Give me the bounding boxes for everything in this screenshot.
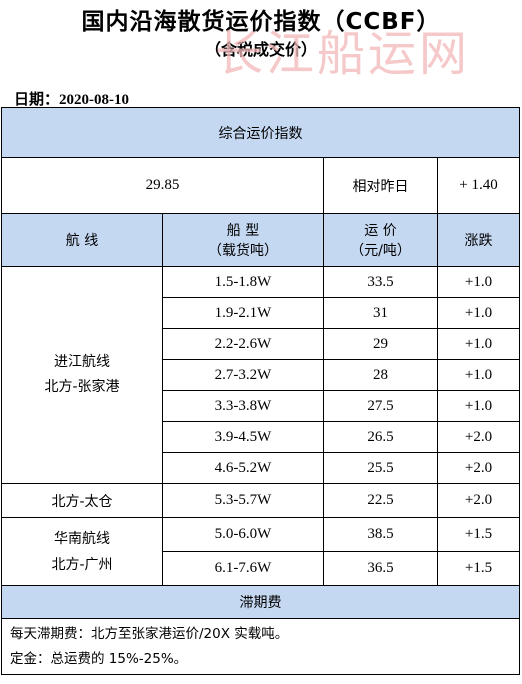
change-cell: +2.0: [437, 483, 520, 518]
table-row: 3.3-3.8W 27.5 +1.0: [2, 390, 520, 422]
composite-change: + 1.40: [437, 157, 520, 214]
freight-cell: 26.5: [323, 421, 438, 453]
ship-type-cell: 1.9-2.1W: [162, 297, 324, 329]
ship-type-cell: 2.2-2.6W: [162, 328, 324, 360]
route-cell: 华南航线 北方-广州: [1, 517, 163, 586]
composite-header-row: 综合运价指数: [1, 107, 520, 158]
table-row: 华南航线 北方-广州 5.0-6.0W 38.5 +1.5: [1, 517, 520, 586]
table-row: 2.7-3.2W 28 +1.0: [2, 359, 520, 391]
change-cell: +1.5: [437, 517, 520, 552]
table-row: 进江航线 北方-张家港 1.5-1.8W 33.5 +1.0: [1, 266, 520, 484]
route-detail: 北方-张家港: [44, 379, 120, 395]
demurrage-note-1: 每天滞期费：北方至张家港运价/20X 实载吨。: [10, 625, 289, 642]
route-cell: 进江航线 北方-张家港: [1, 266, 163, 484]
demurrage-notes: 每天滞期费：北方至张家港运价/20X 实载吨。 定金：总运费的 15%-25%。: [1, 618, 520, 675]
freight-cell: 22.5: [323, 483, 438, 518]
compare-label: 相对昨日: [323, 157, 438, 214]
ship-type-cell: 4.6-5.2W: [162, 452, 324, 484]
composite-value-row: 29.85 相对昨日 + 1.40: [1, 157, 520, 214]
freight-cell: 29: [323, 328, 438, 360]
demurrage-header-row: 滞期费: [1, 585, 520, 619]
freight-cell: 31: [323, 297, 438, 329]
table-row: 2.2-2.6W 29 +1.0: [2, 328, 520, 360]
col-ship-type: 船 型 （载货吨）: [162, 213, 324, 267]
freight-cell: 25.5: [323, 452, 438, 484]
ship-type-cell: 1.5-1.8W: [162, 266, 324, 298]
ship-type-cell: 2.7-3.2W: [162, 359, 324, 391]
ship-type-cell: 5.3-5.7W: [162, 483, 324, 518]
freight-cell: 28: [323, 359, 438, 391]
freight-cell: 33.5: [323, 266, 438, 298]
route-name: 华南航线: [54, 530, 110, 547]
ship-type-cell: 6.1-7.6W: [162, 551, 324, 586]
deposit-note: 定金：总运费的 15%-25%。: [10, 650, 188, 667]
composite-index-value: 29.85: [1, 157, 324, 214]
freight-index-table: 综合运价指数 29.85 相对昨日 + 1.40 航 线 船 型 （载货吨） 运…: [1, 107, 520, 675]
change-cell: +1.0: [437, 390, 520, 422]
col-freight: 运 价 （元/吨）: [323, 213, 438, 267]
col-change: 涨跌: [437, 213, 520, 267]
col-freight-line1: 运 价: [364, 223, 397, 239]
demurrage-notes-row: 每天滞期费：北方至张家港运价/20X 实载吨。 定金：总运费的 15%-25%。: [1, 618, 520, 675]
change-cell: +1.0: [437, 328, 520, 360]
change-cell: +2.0: [437, 421, 520, 453]
page-title: 国内沿海散货运价指数（CCBF）: [81, 9, 441, 35]
change-cell: +1.0: [437, 266, 520, 298]
ship-type-cell: 3.3-3.8W: [162, 390, 324, 422]
route-name: 进江航线: [54, 354, 110, 370]
change-cell: +1.5: [437, 551, 520, 586]
ship-type-cell: 5.0-6.0W: [162, 517, 324, 552]
table-row: 北方-太仓 5.3-5.7W 22.5 +2.0: [1, 483, 520, 518]
composite-title: 综合运价指数: [1, 107, 520, 158]
date-label: 日期：: [14, 92, 60, 108]
route-cell: 北方-太仓: [1, 483, 163, 518]
freight-cell: 27.5: [323, 390, 438, 422]
change-cell: +1.0: [437, 359, 520, 391]
page-subtitle: （含税成交价）: [204, 40, 317, 59]
freight-cell: 36.5: [323, 551, 438, 586]
date-value: 2020-08-10: [59, 92, 130, 108]
freight-cell: 38.5: [323, 517, 438, 552]
col-ship-type-line1: 船 型: [226, 223, 260, 239]
route-detail: 北方-广州: [51, 556, 113, 573]
ship-type-cell: 3.9-4.5W: [162, 421, 324, 453]
date-line: 日期：2020-08-10: [14, 88, 129, 109]
col-freight-line2: （元/吨）: [350, 243, 411, 259]
demurrage-title: 滞期费: [1, 585, 520, 619]
change-cell: +1.0: [437, 297, 520, 329]
col-ship-type-line2: （载货吨）: [208, 243, 278, 259]
change-cell: +2.0: [437, 452, 520, 484]
watermark: 长江船运网: [215, 26, 471, 82]
column-header-row: 航 线 船 型 （载货吨） 运 价 （元/吨） 涨跌: [1, 213, 520, 267]
table-row: 4.6-5.2W 25.5 +2.0: [2, 452, 520, 484]
col-route: 航 线: [1, 213, 163, 267]
